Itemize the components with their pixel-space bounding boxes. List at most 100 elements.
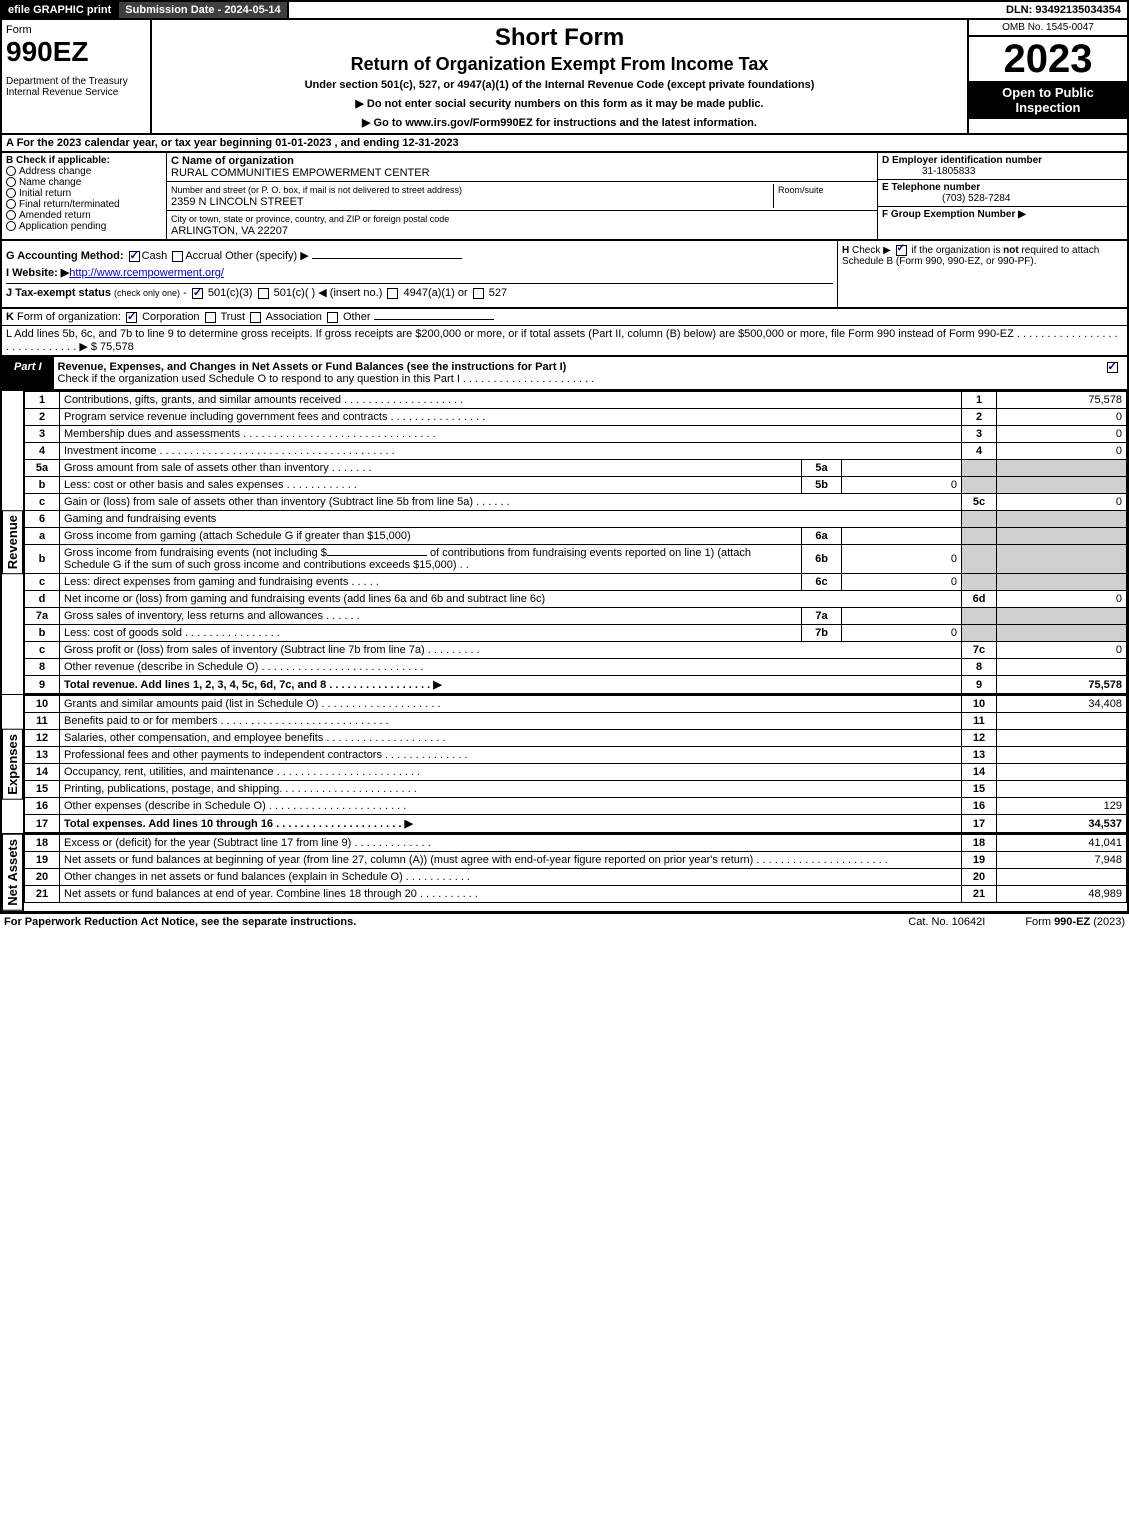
d-label: D Employer identification number bbox=[882, 155, 1042, 166]
table-row: 3Membership dues and assessments . . . .… bbox=[25, 426, 1127, 443]
table-row: bGross income from fundraising events (n… bbox=[25, 545, 1127, 574]
main-title: Return of Organization Exempt From Incom… bbox=[156, 54, 963, 75]
expenses-label: Expenses bbox=[2, 729, 23, 800]
table-row: bLess: cost of goods sold . . . . . . . … bbox=[25, 625, 1127, 642]
table-row: 12Salaries, other compensation, and empl… bbox=[25, 730, 1127, 747]
table-row: 15Printing, publications, postage, and s… bbox=[25, 781, 1127, 798]
city-row: City or town, state or province, country… bbox=[167, 211, 877, 239]
chk-other-org[interactable] bbox=[327, 312, 338, 323]
line-j: J Tax-exempt status (check only one) - 5… bbox=[6, 283, 833, 299]
line-g: G Accounting Method: Cash Accrual Other … bbox=[6, 249, 833, 262]
open-public: Open to Public Inspection bbox=[969, 81, 1127, 119]
netassets-table: 18Excess or (deficit) for the year (Subt… bbox=[24, 834, 1127, 903]
form-number: 990EZ bbox=[6, 36, 146, 68]
city-state-zip: ARLINGTON, VA 22207 bbox=[171, 225, 288, 237]
column-c: C Name of organization RURAL COMMUNITIES… bbox=[167, 153, 877, 239]
chk-name-change[interactable]: Name change bbox=[6, 177, 162, 188]
right-column: OMB No. 1545-0047 2023 Open to Public In… bbox=[967, 20, 1127, 133]
title-middle: Short Form Return of Organization Exempt… bbox=[152, 20, 967, 133]
part-1-tab: Part I bbox=[2, 357, 54, 389]
table-row: bLess: cost or other basis and sales exp… bbox=[25, 477, 1127, 494]
table-row: aGross income from gaming (attach Schedu… bbox=[25, 528, 1127, 545]
table-row: 19Net assets or fund balances at beginni… bbox=[25, 852, 1127, 869]
table-row: 14Occupancy, rent, utilities, and mainte… bbox=[25, 764, 1127, 781]
street-address: 2359 N LINCOLN STREET bbox=[171, 196, 304, 208]
table-row: cGross profit or (loss) from sales of in… bbox=[25, 642, 1127, 659]
table-row: cLess: direct expenses from gaming and f… bbox=[25, 574, 1127, 591]
part-1-title: Revenue, Expenses, and Changes in Net As… bbox=[54, 357, 1097, 389]
line-i: I Website: ▶http://www.rcempowerment.org… bbox=[6, 266, 833, 279]
expenses-table: 10Grants and similar amounts paid (list … bbox=[24, 695, 1127, 833]
dln: DLN: 93492135034354 bbox=[1000, 2, 1127, 18]
part-1-checkbox[interactable] bbox=[1097, 357, 1127, 389]
website-link[interactable]: http://www.rcempowerment.org/ bbox=[69, 267, 224, 279]
department: Department of the Treasury Internal Reve… bbox=[6, 76, 146, 98]
goto-link[interactable]: ▶ Go to www.irs.gov/Form990EZ for instru… bbox=[156, 116, 963, 129]
ein-block: D Employer identification number 31-1805… bbox=[878, 153, 1127, 180]
revenue-label: Revenue bbox=[2, 510, 23, 574]
chk-trust[interactable] bbox=[205, 312, 216, 323]
e-label: E Telephone number bbox=[882, 182, 980, 193]
city-label: City or town, state or province, country… bbox=[171, 214, 449, 224]
table-row: 16Other expenses (describe in Schedule O… bbox=[25, 798, 1127, 815]
expenses-section: Expenses 10Grants and similar amounts pa… bbox=[0, 694, 1129, 833]
footer-left: For Paperwork Reduction Act Notice, see … bbox=[4, 916, 356, 928]
table-row: 21Net assets or fund balances at end of … bbox=[25, 886, 1127, 903]
chk-cash[interactable] bbox=[129, 251, 140, 262]
omb-number: OMB No. 1545-0047 bbox=[969, 20, 1127, 37]
footer-right: Form 990-EZ (2023) bbox=[1025, 916, 1125, 928]
table-row: 9Total revenue. Add lines 1, 2, 3, 4, 5c… bbox=[25, 676, 1127, 694]
chk-schedule-b[interactable] bbox=[896, 245, 907, 256]
revenue-section: Revenue 1Contributions, gifts, grants, a… bbox=[0, 391, 1129, 694]
line-h: H Check ▶ if the organization is not req… bbox=[837, 241, 1127, 307]
chk-accrual[interactable] bbox=[172, 251, 183, 262]
form-column: Form 990EZ Department of the Treasury In… bbox=[2, 20, 152, 133]
table-row: 8Other revenue (describe in Schedule O) … bbox=[25, 659, 1127, 676]
table-row: 20Other changes in net assets or fund ba… bbox=[25, 869, 1127, 886]
addr-label: Number and street (or P. O. box, if mail… bbox=[171, 185, 462, 195]
chk-501c[interactable] bbox=[258, 288, 269, 299]
part-1-header: Part I Revenue, Expenses, and Changes in… bbox=[0, 357, 1129, 391]
table-row: dNet income or (loss) from gaming and fu… bbox=[25, 591, 1127, 608]
table-row: 10Grants and similar amounts paid (list … bbox=[25, 696, 1127, 713]
phone: (703) 528-7284 bbox=[882, 193, 1010, 204]
netassets-section: Net Assets 18Excess or (deficit) for the… bbox=[0, 833, 1129, 913]
tax-year: 2023 bbox=[969, 37, 1127, 81]
b-header: B Check if applicable: bbox=[6, 155, 162, 166]
phone-block: E Telephone number (703) 528-7284 bbox=[878, 180, 1127, 207]
column-d: D Employer identification number 31-1805… bbox=[877, 153, 1127, 239]
table-row: 11Benefits paid to or for members . . . … bbox=[25, 713, 1127, 730]
line-k: K Form of organization: Corporation Trus… bbox=[0, 309, 1129, 326]
title-row: Form 990EZ Department of the Treasury In… bbox=[0, 20, 1129, 135]
chk-527[interactable] bbox=[473, 288, 484, 299]
g-h-block: G Accounting Method: Cash Accrual Other … bbox=[0, 241, 1129, 309]
chk-application-pending[interactable]: Application pending bbox=[6, 221, 162, 232]
table-row: 6Gaming and fundraising events bbox=[25, 511, 1127, 528]
room-label: Room/suite bbox=[778, 185, 824, 195]
table-row: 1Contributions, gifts, grants, and simil… bbox=[25, 392, 1127, 409]
footer: For Paperwork Reduction Act Notice, see … bbox=[0, 913, 1129, 930]
table-row: 13Professional fees and other payments t… bbox=[25, 747, 1127, 764]
chk-501c3[interactable] bbox=[192, 288, 203, 299]
form-word: Form bbox=[6, 24, 146, 36]
ein: 31-1805833 bbox=[882, 166, 975, 177]
address-row: Number and street (or P. O. box, if mail… bbox=[167, 182, 877, 211]
line-l: L Add lines 5b, 6c, and 7b to line 9 to … bbox=[0, 326, 1129, 357]
warning: ▶ Do not enter social security numbers o… bbox=[156, 97, 963, 110]
chk-association[interactable] bbox=[250, 312, 261, 323]
chk-4947[interactable] bbox=[387, 288, 398, 299]
short-form-title: Short Form bbox=[156, 24, 963, 52]
chk-amended-return[interactable]: Amended return bbox=[6, 210, 162, 221]
chk-initial-return[interactable]: Initial return bbox=[6, 188, 162, 199]
table-row: 7aGross sales of inventory, less returns… bbox=[25, 608, 1127, 625]
chk-final-return[interactable]: Final return/terminated bbox=[6, 199, 162, 210]
subtitle: Under section 501(c), 527, or 4947(a)(1)… bbox=[156, 79, 963, 91]
chk-corporation[interactable] bbox=[126, 312, 137, 323]
gross-receipts: 75,578 bbox=[100, 341, 134, 353]
efile-label: efile GRAPHIC print bbox=[2, 2, 119, 18]
c-label: C Name of organization bbox=[171, 155, 294, 167]
chk-address-change[interactable]: Address change bbox=[6, 166, 162, 177]
table-row: 4Investment income . . . . . . . . . . .… bbox=[25, 443, 1127, 460]
org-name: RURAL COMMUNITIES EMPOWERMENT CENTER bbox=[171, 167, 430, 179]
table-row: 17Total expenses. Add lines 10 through 1… bbox=[25, 815, 1127, 833]
